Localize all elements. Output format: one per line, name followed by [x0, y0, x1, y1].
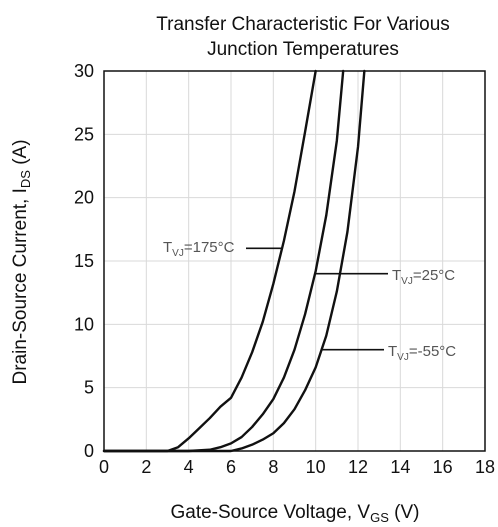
y-tick-label-25: 25 — [74, 124, 94, 144]
y-tick-label-5: 5 — [84, 378, 94, 398]
grid-lines — [103, 70, 486, 452]
x-axis-label: Gate-Source Voltage, VGS (V) — [170, 502, 419, 525]
series-label-175c: TVJ=175°C — [163, 239, 235, 259]
y-axis-label: Drain-Source Current, IDS (A) — [10, 139, 33, 384]
y-tick-label-20: 20 — [74, 188, 94, 208]
y-tick-label-15: 15 — [74, 251, 94, 271]
plot-frame — [103, 70, 486, 452]
y-tick-label-10: 10 — [74, 314, 94, 334]
x-tick-label-0: 0 — [99, 457, 109, 477]
x-tick-label-10: 10 — [306, 457, 326, 477]
y-tick-label-30: 30 — [74, 61, 94, 81]
x-tick-label-8: 8 — [268, 457, 278, 477]
x-tick-label-4: 4 — [184, 457, 194, 477]
series-label-25c: TVJ=25°C — [392, 267, 455, 287]
y-tick-labels: 0 5 10 15 20 25 30 — [74, 61, 94, 461]
chart-title-line-1: Transfer Characteristic For Various — [156, 14, 450, 35]
x-tick-label-2: 2 — [141, 457, 151, 477]
y-tick-label-0: 0 — [84, 441, 94, 461]
x-tick-label-12: 12 — [348, 457, 368, 477]
x-tick-label-16: 16 — [433, 457, 453, 477]
x-tick-label-6: 6 — [226, 457, 236, 477]
series-label-minus55c: TVJ=-55°C — [388, 343, 456, 363]
chart-title-line-2: Junction Temperatures — [207, 39, 399, 60]
x-tick-label-18: 18 — [475, 457, 495, 477]
x-tick-labels: 0 2 4 6 8 10 12 14 16 18 — [99, 457, 495, 477]
x-tick-label-14: 14 — [390, 457, 410, 477]
